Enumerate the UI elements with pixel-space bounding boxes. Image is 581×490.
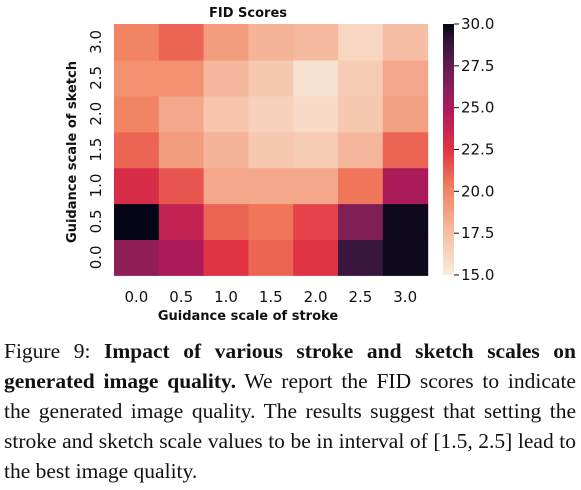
x-tick-labels: 0.0 0.5 1.0 1.5 2.0 2.5 3.0 (124, 288, 417, 306)
heatmap-cell (293, 131, 339, 169)
heatmap-cell (203, 167, 249, 205)
heatmap-cell (248, 131, 294, 169)
heatmap-cell (293, 24, 339, 61)
x-tick-label: 3.0 (393, 288, 417, 306)
heatmap-cell (158, 239, 205, 276)
heatmap-cells (114, 24, 429, 276)
colorbar-tick-label: 20.0 (461, 182, 494, 200)
heatmap-cell (248, 59, 294, 97)
heatmap-cell (338, 24, 384, 61)
heatmap-cell (338, 95, 384, 133)
heatmap-cell (158, 131, 205, 169)
x-tick-label: 1.5 (259, 288, 283, 306)
heatmap-cell (382, 131, 429, 169)
colorbar-tick-label: 30.0 (461, 15, 494, 33)
heatmap-cell (203, 24, 249, 61)
heatmap-cell (248, 167, 294, 205)
y-tick-label: 1.5 (87, 138, 105, 162)
colorbar-tick-label: 27.5 (461, 57, 494, 75)
colorbar (443, 24, 454, 275)
colorbar-tick-label: 15.0 (461, 266, 494, 284)
heatmap-figure: FID Scores 0.0 0.5 1.0 1.5 2.0 2.5 3.0 0.0 0.5 1… (65, 6, 494, 324)
heatmap-cell (293, 203, 339, 240)
x-tick-label: 0.5 (169, 288, 193, 306)
heatmap-cell (158, 59, 205, 97)
heatmap-cell (114, 59, 160, 97)
heatmap-cell (203, 131, 249, 169)
y-tick-label: 3.0 (87, 30, 105, 54)
heatmap-cell (248, 239, 294, 276)
y-tick-label: 1.0 (87, 174, 105, 198)
heatmap-cell (203, 59, 249, 97)
heatmap-cell (382, 59, 429, 97)
heatmap-cell (293, 167, 339, 205)
heatmap-cell (293, 95, 339, 133)
heatmap-cell (382, 239, 429, 276)
heatmap-cell (382, 203, 429, 240)
caption-bold: Impact of various stroke and sketch scal… (4, 339, 577, 393)
heatmap-cell (382, 167, 429, 205)
heatmap-cell (338, 167, 384, 205)
x-tick-label: 0.0 (124, 288, 148, 306)
colorbar-tick-label: 17.5 (461, 224, 494, 242)
heatmap-cell (158, 24, 205, 61)
heatmap-cell (382, 95, 429, 133)
caption-text: We report the FID scores to indicate the… (4, 369, 576, 483)
x-tick-label: 2.0 (304, 288, 328, 306)
heatmap-cell (203, 239, 249, 276)
colorbar-tick-label: 25.0 (461, 99, 494, 117)
colorbar-ticks: 15.0 17.5 20.0 22.5 25.0 27.5 30.0 (454, 15, 494, 284)
heatmap-cell (338, 59, 384, 97)
heatmap-cell (114, 203, 160, 240)
x-axis-label: Guidance scale of stroke (158, 309, 338, 324)
x-tick-label: 1.0 (214, 288, 238, 306)
heatmap-cell (338, 131, 384, 169)
heatmap-cell (114, 167, 160, 205)
y-tick-labels: 0.0 0.5 1.0 1.5 2.0 2.5 3.0 (87, 30, 105, 269)
figure-caption: Figure 9: Impact of various stroke and s… (4, 336, 576, 486)
heatmap-cell (203, 203, 249, 240)
heatmap-cell (114, 239, 160, 276)
heatmap-cell (293, 239, 339, 276)
heatmap-cell (114, 24, 160, 61)
y-tick-label: 0.5 (87, 210, 105, 234)
y-tick-label: 2.5 (87, 66, 105, 90)
y-tick-label: 0.0 (87, 245, 105, 269)
heatmap-cell (338, 239, 384, 276)
heatmap-cell (248, 95, 294, 133)
y-tick-label: 2.0 (87, 102, 105, 126)
chart-title: FID Scores (209, 6, 287, 21)
heatmap-cell (248, 203, 294, 240)
heatmap-cell (158, 95, 205, 133)
heatmap-cell (114, 131, 160, 169)
heatmap-cell (248, 24, 294, 61)
heatmap-cell (203, 95, 249, 133)
colorbar-tick-label: 22.5 (461, 141, 494, 159)
heatmap-cell (158, 167, 205, 205)
heatmap-cell (114, 95, 160, 133)
heatmap-cell (338, 203, 384, 240)
heatmap-cell (382, 24, 429, 61)
x-tick-label: 2.5 (348, 288, 372, 306)
heatmap-cell (293, 59, 339, 97)
heatmap-cell (158, 203, 205, 240)
caption-label: Figure 9: (4, 339, 91, 363)
y-axis-label: Guidance scale of sketch (65, 61, 80, 243)
